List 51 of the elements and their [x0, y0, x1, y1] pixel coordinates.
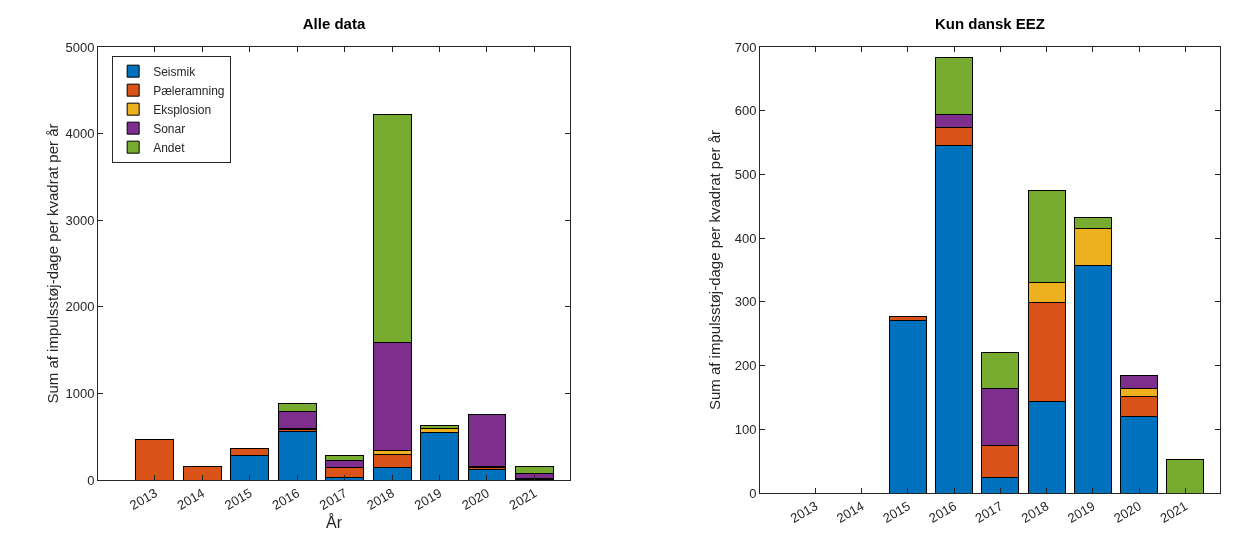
y-tick-label: 500: [734, 166, 757, 182]
bar: [467, 413, 507, 467]
legend-label: Eksplosion: [153, 102, 212, 117]
x-tick-label: 2016: [926, 498, 959, 526]
y-tick-label: 5000: [65, 39, 95, 55]
bar: [888, 320, 927, 493]
bar: [420, 424, 460, 429]
x-tick-label: 2016: [269, 485, 302, 513]
y-tick-label: 2000: [65, 299, 95, 315]
x-tick-label: 2019: [411, 485, 445, 513]
x-tick-label: 2014: [833, 498, 867, 526]
x-tick-label: 2017: [316, 485, 350, 513]
y-tick-label: 200: [734, 358, 757, 374]
y-tick-label: 700: [734, 39, 757, 55]
x-tick-label: 2021: [1157, 498, 1191, 526]
legend-label: Sonar: [153, 121, 186, 136]
y-tick-label: 300: [734, 294, 757, 310]
y-tick-label: 600: [734, 103, 757, 119]
legend-label: Andet: [153, 140, 186, 155]
chart-title: Kun dansk EEZ: [934, 14, 1046, 32]
x-tick-label: 2017: [972, 498, 1006, 526]
bar: [277, 431, 317, 480]
chart-title: Alle data: [302, 14, 366, 32]
bar: [135, 438, 175, 480]
x-tick-label: 2020: [459, 485, 492, 513]
y-tick-label: 0: [749, 485, 757, 501]
x-tick-label: 2021: [506, 485, 540, 513]
y-axis-title: Sum af impulsstøj-dage per kvadrat per år: [706, 129, 723, 411]
y-axis-title: Sum af impulsstøj-dage per kvadrat per år: [44, 123, 61, 404]
y-tick-label: 3000: [65, 212, 95, 228]
y-tick-label: 0: [87, 472, 95, 488]
x-tick-label: 2018: [364, 485, 397, 513]
bar: [467, 469, 507, 480]
x-tick-label: 2013: [787, 498, 821, 526]
legend-label: Seismik: [153, 64, 197, 79]
legend-label: Pæleramning: [153, 83, 225, 98]
x-tick-label: 2015: [880, 498, 913, 526]
y-tick-label: 4000: [65, 126, 95, 142]
x-tick-label: 2014: [174, 485, 208, 513]
y-tick-label: 100: [734, 421, 757, 437]
x-axis-title: År: [326, 512, 343, 531]
x-tick-label: 2015: [222, 485, 255, 513]
x-tick-label: 2019: [1065, 498, 1098, 526]
y-tick-label: 1000: [65, 385, 95, 401]
bar: [420, 431, 460, 480]
bar: [1166, 458, 1205, 493]
bar: [182, 465, 222, 480]
x-tick-label: 2018: [1018, 498, 1052, 526]
x-tick-label: 2020: [1111, 498, 1144, 526]
y-tick-label: 400: [734, 230, 757, 246]
x-tick-label: 2013: [127, 485, 160, 513]
